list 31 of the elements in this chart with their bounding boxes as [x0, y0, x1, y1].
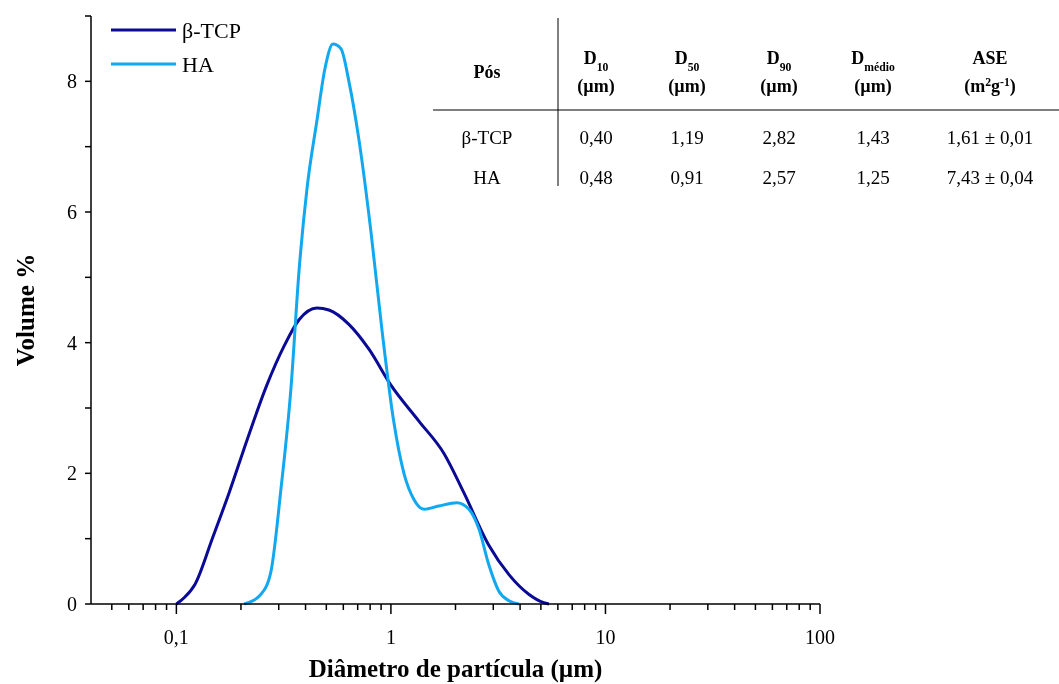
y-tick-label: 4 [67, 331, 77, 354]
y-tick-label: 2 [67, 462, 77, 485]
annotation: 1,19 [670, 126, 704, 148]
y-axis-title: Volume % [12, 253, 39, 367]
x-tick-label: 100 [805, 626, 835, 648]
annotation: 0,40 [579, 126, 613, 148]
text: 1,61 ± 0,01 [946, 126, 1034, 148]
annotation: D$_{10}$ (µm) [577, 48, 615, 98]
x-axis-title: Diâmetro de partícula (µm) [308, 655, 603, 683]
annotation: HA [473, 166, 501, 188]
annotation: β-TCP [461, 126, 513, 148]
text: 7,43 ± 0,04 [946, 166, 1034, 188]
text: 1,43 [856, 126, 890, 148]
annotation: D$_{90}$ (µm) [760, 48, 798, 98]
legend-label: HA [182, 51, 214, 77]
x-tick-label: 10 [595, 626, 616, 648]
annotation: 2,57 [762, 166, 796, 188]
annotation: 0,91 [670, 166, 704, 188]
x-tick-label: 0,1 [163, 626, 189, 648]
y-tick-label: 6 [67, 201, 77, 223]
annotation: 2,82 [762, 126, 796, 148]
text: ASE (m$^{2}$g$^{-1}$) [964, 48, 1016, 98]
text: 1,25 [856, 166, 890, 188]
x-tick-label: 1 [385, 626, 396, 648]
y-tick-label: 8 [67, 70, 77, 93]
y-tick-label: 0 [67, 593, 77, 615]
legend-label: β-TCP [182, 17, 241, 43]
text: D$_{médio}$ (µm) [851, 48, 895, 98]
annotation: Pós [473, 62, 501, 83]
annotation: D$_{50}$ (µm) [668, 48, 706, 98]
annotation: 0,48 [579, 166, 613, 188]
